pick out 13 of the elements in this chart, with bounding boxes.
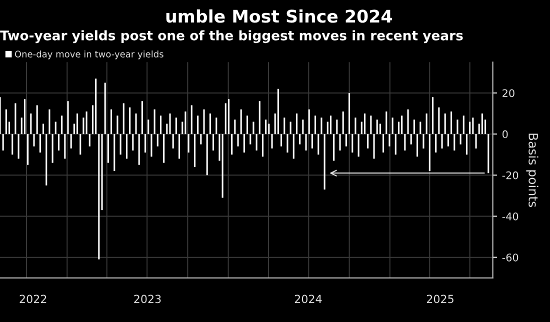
y-tick-label: 20 — [502, 89, 514, 98]
y-tick-label: -40 — [502, 212, 518, 220]
x-tick-label: 2022 — [20, 294, 46, 304]
x-tick-label: 2025 — [426, 294, 454, 304]
legend-label: One-day move in two-year yields — [14, 50, 164, 60]
y-tick-label: 0 — [502, 130, 508, 138]
chart-title: umble Most Since 2024 — [166, 9, 392, 23]
x-tick-label: 2023 — [134, 294, 161, 304]
y-tick-label: -60 — [502, 254, 518, 262]
chart-subtitle: Two-year yields post one of the biggest moves in recent years — [0, 30, 463, 44]
y-axis-title: Basis points — [526, 134, 538, 207]
x-tick-label: 2024 — [294, 294, 322, 304]
y-tick-label: -20 — [502, 171, 518, 180]
